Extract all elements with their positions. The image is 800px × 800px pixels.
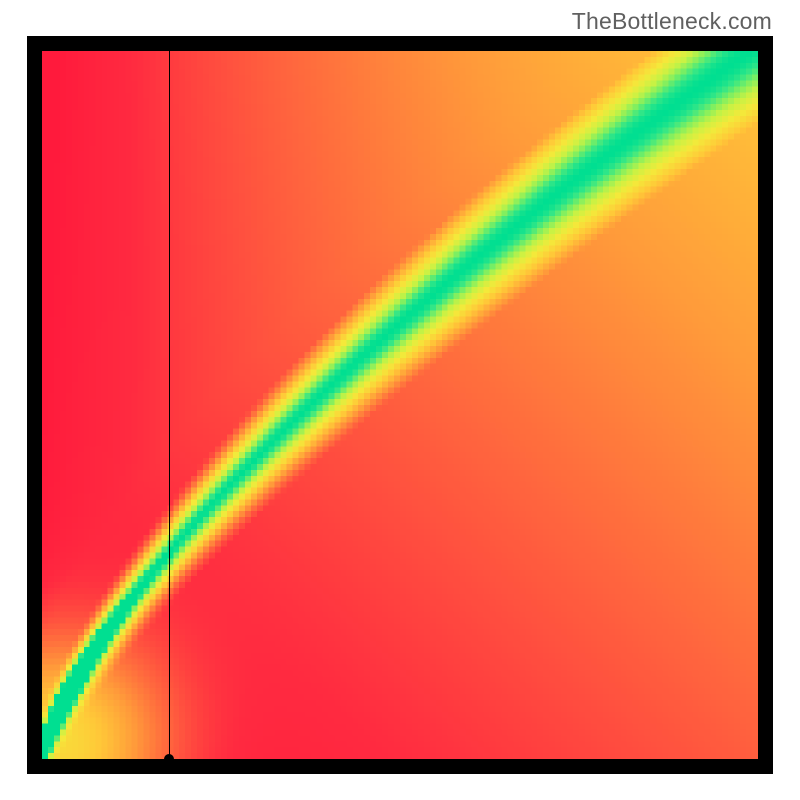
heatmap-canvas — [42, 51, 758, 759]
chart-container: TheBottleneck.com — [0, 0, 800, 800]
plot-frame — [27, 36, 773, 774]
marker-vertical-line — [169, 51, 170, 759]
watermark-text: TheBottleneck.com — [572, 8, 772, 35]
